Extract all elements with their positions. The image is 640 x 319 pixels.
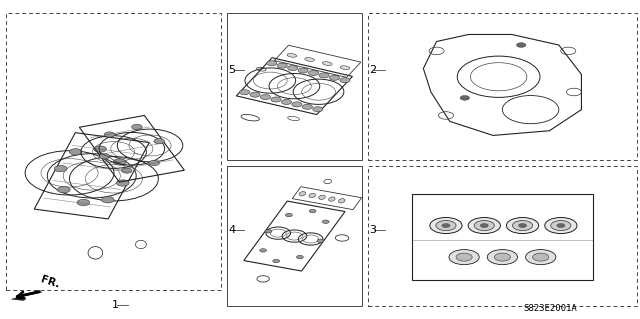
Ellipse shape (305, 58, 314, 61)
Circle shape (323, 220, 329, 223)
Circle shape (480, 224, 488, 227)
Text: 3: 3 (369, 225, 376, 235)
Circle shape (292, 102, 302, 107)
Circle shape (302, 104, 312, 109)
Circle shape (154, 138, 164, 144)
Circle shape (487, 249, 518, 265)
Text: 1: 1 (112, 300, 119, 310)
Circle shape (309, 209, 316, 213)
Circle shape (494, 253, 511, 261)
Circle shape (104, 132, 115, 137)
Circle shape (260, 94, 271, 100)
Circle shape (516, 43, 526, 48)
Circle shape (77, 199, 90, 206)
Circle shape (340, 78, 350, 83)
Circle shape (308, 70, 319, 76)
Text: S823E2001A: S823E2001A (524, 304, 577, 313)
Circle shape (460, 95, 470, 100)
Circle shape (271, 97, 281, 102)
Circle shape (265, 230, 272, 233)
Circle shape (296, 256, 303, 259)
Ellipse shape (340, 66, 349, 70)
Circle shape (557, 224, 565, 227)
Circle shape (430, 218, 462, 234)
Circle shape (239, 90, 250, 95)
Circle shape (113, 159, 126, 165)
Circle shape (319, 73, 329, 78)
Circle shape (506, 218, 539, 234)
Text: FR.: FR. (40, 274, 61, 290)
Circle shape (313, 107, 323, 112)
Circle shape (456, 253, 472, 261)
Ellipse shape (328, 197, 335, 201)
Circle shape (317, 239, 324, 242)
Circle shape (298, 68, 308, 73)
Ellipse shape (299, 192, 306, 196)
Circle shape (250, 92, 260, 97)
Circle shape (54, 166, 67, 172)
Circle shape (474, 220, 494, 231)
Circle shape (285, 213, 292, 217)
Text: 2: 2 (369, 65, 376, 75)
Circle shape (525, 249, 556, 265)
Circle shape (518, 224, 527, 227)
Ellipse shape (309, 193, 316, 198)
Circle shape (102, 197, 114, 203)
Circle shape (267, 61, 277, 66)
Circle shape (449, 249, 479, 265)
Circle shape (468, 218, 500, 234)
Circle shape (282, 100, 292, 104)
Circle shape (545, 218, 577, 234)
Circle shape (532, 253, 548, 261)
Text: 5: 5 (228, 65, 236, 75)
Ellipse shape (339, 199, 345, 203)
Text: 4: 4 (228, 225, 236, 235)
Ellipse shape (287, 54, 297, 57)
Ellipse shape (323, 62, 332, 65)
Circle shape (69, 149, 82, 155)
Circle shape (287, 65, 298, 70)
Circle shape (551, 220, 571, 231)
Circle shape (58, 187, 70, 193)
Ellipse shape (319, 195, 325, 199)
Circle shape (273, 259, 280, 263)
Circle shape (149, 160, 159, 166)
Circle shape (260, 249, 266, 252)
Circle shape (277, 63, 287, 68)
Circle shape (513, 220, 532, 231)
Circle shape (93, 146, 106, 152)
Polygon shape (12, 291, 42, 300)
Circle shape (99, 154, 109, 159)
Circle shape (116, 180, 129, 186)
Circle shape (442, 224, 450, 227)
Circle shape (132, 124, 142, 130)
Circle shape (436, 220, 456, 231)
Circle shape (122, 168, 132, 173)
Circle shape (330, 75, 340, 80)
